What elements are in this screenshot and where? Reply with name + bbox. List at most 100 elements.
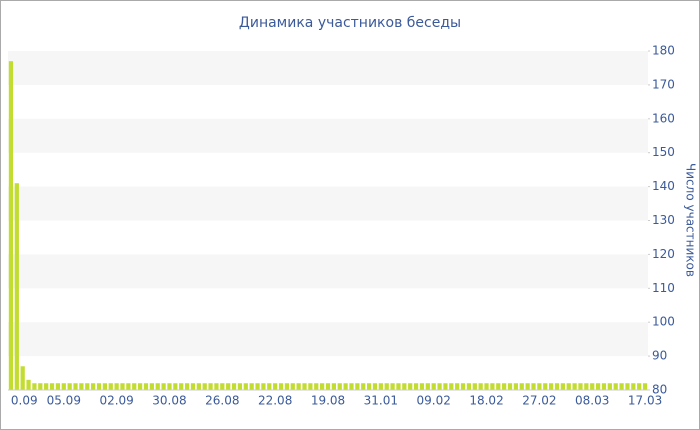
bar (67, 383, 72, 390)
bar (343, 383, 348, 390)
y-tick-label: 110 (652, 281, 675, 295)
bar (38, 383, 43, 390)
bar (325, 383, 331, 390)
bar (554, 383, 560, 390)
bar (296, 383, 301, 390)
bar (314, 383, 319, 390)
bar (578, 383, 583, 390)
bar (507, 383, 513, 390)
bar (8, 61, 14, 391)
bar (284, 383, 290, 390)
y-tick-label: 120 (652, 247, 675, 261)
bar (549, 383, 554, 390)
bar (278, 383, 284, 390)
y-tick-label: 90 (652, 349, 667, 363)
bar (413, 383, 419, 390)
bar (91, 383, 96, 390)
bar (179, 383, 184, 390)
bar (425, 383, 430, 390)
bar (167, 383, 172, 390)
x-tick-label: 30.08 (152, 394, 186, 408)
bar (443, 383, 448, 390)
bar (96, 383, 102, 390)
bar (85, 383, 90, 390)
bar (601, 383, 607, 390)
y-axis-title: Число участников (684, 163, 698, 277)
bar (61, 383, 66, 390)
bar (114, 383, 119, 390)
bar (255, 383, 260, 390)
bar (408, 383, 413, 390)
bar (584, 383, 589, 390)
bar (55, 383, 61, 390)
bar (372, 383, 378, 390)
bar (519, 383, 524, 390)
bar (390, 383, 395, 390)
bar (184, 383, 190, 390)
y-tick-label: 170 (652, 77, 675, 91)
bar (155, 383, 160, 390)
bar (595, 383, 601, 390)
grid-band (8, 322, 648, 357)
bar (49, 383, 55, 390)
bar (361, 383, 366, 390)
bar (613, 383, 618, 390)
bar (208, 383, 213, 390)
bar (502, 383, 507, 390)
x-tick-label: 17.03 (628, 394, 662, 408)
bar (331, 383, 336, 390)
bar (102, 383, 107, 390)
bar (490, 383, 495, 390)
bar (642, 383, 648, 390)
y-tick-label: 180 (652, 44, 675, 58)
bar (566, 383, 571, 390)
bar (231, 383, 237, 390)
bar (637, 383, 642, 390)
bar (73, 383, 78, 390)
x-tick-label: 02.09 (99, 394, 133, 408)
bar (607, 383, 612, 390)
bar (625, 383, 630, 390)
bar (196, 383, 201, 390)
bar (108, 383, 113, 390)
bar (355, 383, 360, 390)
bar (537, 383, 542, 390)
grid-band (8, 186, 648, 221)
x-tick-label: 09.02 (417, 394, 451, 408)
bar (173, 383, 178, 390)
bar (402, 383, 407, 390)
bar (249, 383, 254, 390)
bar (396, 383, 401, 390)
bar (466, 383, 472, 390)
chart-title: Динамика участников беседы (239, 15, 461, 31)
bar (337, 383, 342, 390)
bar (20, 366, 25, 390)
bar (137, 383, 143, 390)
bar (572, 383, 577, 390)
bar (161, 383, 166, 390)
bar (525, 383, 530, 390)
bar (531, 383, 536, 390)
bar (496, 383, 501, 390)
bar (237, 383, 243, 390)
bar (32, 383, 37, 390)
bar (190, 383, 196, 390)
bar (273, 383, 278, 390)
bar (472, 383, 477, 390)
y-tick-label: 100 (652, 315, 675, 329)
x-tick-label: 27.02 (522, 394, 556, 408)
x-tick-label: 05.09 (47, 394, 81, 408)
bar (220, 383, 225, 390)
bar (214, 383, 219, 390)
bar (478, 383, 483, 390)
bar (120, 383, 125, 390)
bar (619, 383, 624, 390)
x-tick-label: 22.08 (258, 394, 292, 408)
bar (267, 383, 272, 390)
bar (44, 383, 49, 390)
bar (79, 383, 84, 390)
grid-band (8, 51, 648, 85)
y-tick-label: 150 (652, 145, 675, 159)
bar (202, 383, 207, 390)
